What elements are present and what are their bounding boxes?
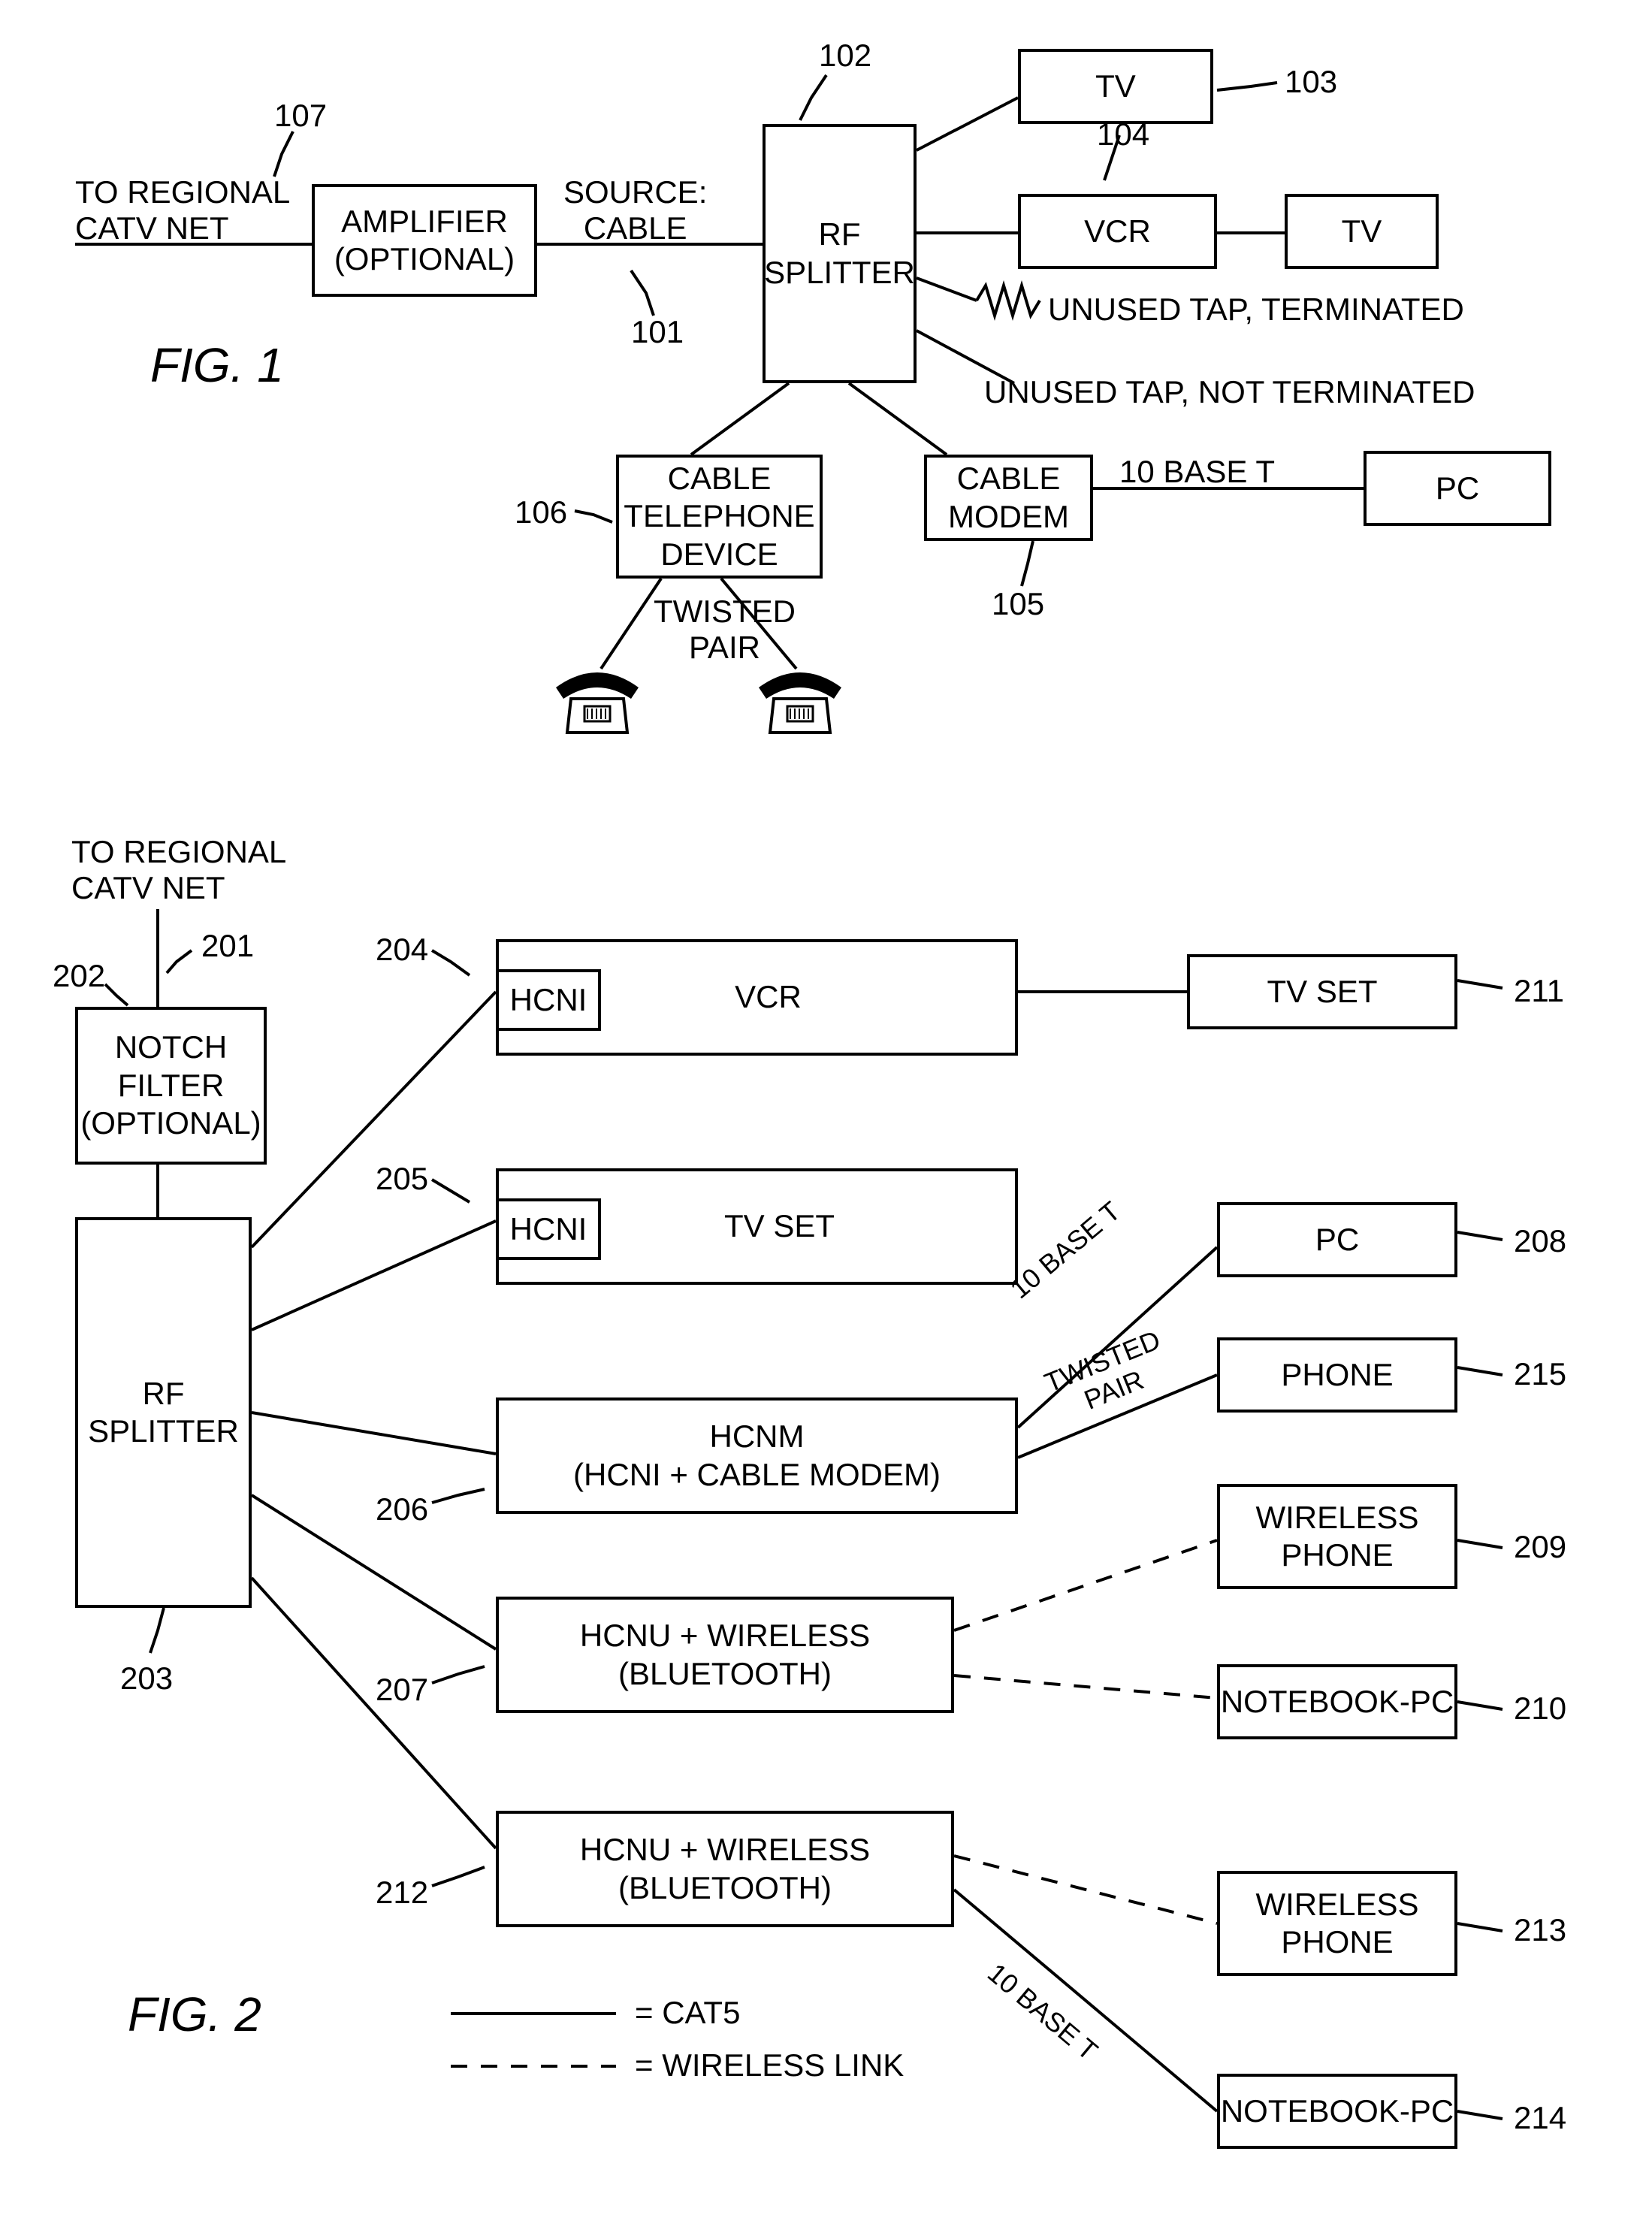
- ref-215: 215: [1514, 1356, 1566, 1392]
- ref-214: 214: [1514, 2100, 1566, 2136]
- ref-102: 102: [819, 38, 871, 74]
- cable-modem-box: CABLE MODEM: [924, 455, 1093, 541]
- amplifier-box: AMPLIFIER (OPTIONAL): [312, 184, 537, 297]
- hcni-box-2: HCNI: [496, 1198, 601, 1260]
- pc-box-2: PC: [1217, 1202, 1457, 1277]
- twisted-pair-label-1: TWISTED PAIR: [654, 594, 796, 666]
- tv-box-1: TV: [1018, 49, 1213, 124]
- tv2-text-1: TV: [1342, 213, 1382, 250]
- ref-202: 202: [53, 958, 105, 994]
- notebook-pc-box-2: NOTEBOOK-PC: [1217, 2074, 1457, 2149]
- notch-filter-box: NOTCH FILTER (OPTIONAL): [75, 1007, 267, 1165]
- hcnu-box-2: HCNU + WIRELESS (BLUETOOTH): [496, 1811, 954, 1927]
- phone-icon: [751, 665, 849, 740]
- pc-text-2: PC: [1315, 1221, 1359, 1258]
- ref-107: 107: [274, 98, 327, 134]
- tv-text-1: TV: [1095, 68, 1136, 105]
- fig1-title: FIG. 1: [150, 338, 284, 394]
- ref-210: 210: [1514, 1691, 1566, 1727]
- cable-tel-device-box: CABLE TELEPHONE DEVICE: [616, 455, 823, 579]
- hcnu-text-1: HCNU + WIRELESS (BLUETOOTH): [580, 1617, 870, 1693]
- cable-tel-device-text: CABLE TELEPHONE DEVICE: [624, 460, 814, 573]
- hcnu-text-2: HCNU + WIRELESS (BLUETOOTH): [580, 1831, 870, 1907]
- rf-splitter-box-1: RF SPLITTER: [763, 124, 917, 383]
- pc-box-1: PC: [1364, 451, 1551, 526]
- wireless-phone-text-1: WIRELESS PHONE: [1255, 1499, 1418, 1575]
- vcr-text-1: VCR: [1084, 213, 1151, 250]
- ref-213: 213: [1514, 1912, 1566, 1948]
- hcni-text-1: HCNI: [510, 981, 587, 1019]
- notch-filter-text: NOTCH FILTER (OPTIONAL): [80, 1029, 261, 1142]
- ref-204: 204: [376, 932, 428, 968]
- rf-splitter-box-2: RF SPLITTER: [75, 1217, 252, 1608]
- rf-splitter-text-2: RF SPLITTER: [88, 1375, 239, 1451]
- ref-212: 212: [376, 1875, 428, 1911]
- legend-wireless: = WIRELESS LINK: [635, 2047, 904, 2083]
- ten-base-t-label-1: 10 BASE T: [1119, 454, 1275, 490]
- pc-text-1: PC: [1436, 470, 1479, 507]
- ref-105: 105: [992, 586, 1044, 622]
- ref-101: 101: [631, 314, 684, 350]
- rf-splitter-text-1: RF SPLITTER: [764, 216, 915, 292]
- tvset-outer-box: HCNI TV SET: [496, 1168, 1018, 1285]
- ref-207: 207: [376, 1672, 428, 1708]
- amplifier-text: AMPLIFIER (OPTIONAL): [334, 203, 515, 279]
- ref-106: 106: [515, 494, 567, 530]
- notebook-pc-text-2: NOTEBOOK-PC: [1221, 2092, 1454, 2130]
- ref-206: 206: [376, 1491, 428, 1527]
- wireless-phone-box-1: WIRELESS PHONE: [1217, 1484, 1457, 1589]
- unused-not-terminated-label: UNUSED TAP, NOT TERMINATED: [984, 374, 1475, 410]
- hcnm-text: HCNM (HCNI + CABLE MODEM): [573, 1418, 941, 1494]
- wireless-phone-text-2: WIRELESS PHONE: [1255, 1886, 1418, 1962]
- hcnm-box: HCNM (HCNI + CABLE MODEM): [496, 1397, 1018, 1514]
- vcr-outer-box: HCNI VCR: [496, 939, 1018, 1056]
- vcr-box-1: VCR: [1018, 194, 1217, 269]
- unused-terminated-label: UNUSED TAP, TERMINATED: [1048, 292, 1464, 328]
- ref-211: 211: [1514, 973, 1564, 1009]
- to-regional-label-2: TO REGIONAL CATV NET: [71, 834, 286, 907]
- notebook-pc-box-1: NOTEBOOK-PC: [1217, 1664, 1457, 1739]
- phone-icon: [548, 665, 646, 740]
- legend-cat5: = CAT5: [635, 1995, 740, 2031]
- ref-103: 103: [1285, 64, 1337, 100]
- ref-209: 209: [1514, 1529, 1566, 1565]
- tvset-text-2: TV SET: [724, 1207, 835, 1245]
- hcni-box-1: HCNI: [496, 969, 601, 1031]
- ref-104: 104: [1097, 116, 1149, 153]
- ref-203: 203: [120, 1660, 173, 1697]
- phone-text: PHONE: [1281, 1356, 1393, 1394]
- phone-box: PHONE: [1217, 1337, 1457, 1413]
- fig2-title: FIG. 2: [128, 1987, 261, 2043]
- ref-201: 201: [201, 928, 254, 964]
- notebook-pc-text-1: NOTEBOOK-PC: [1221, 1683, 1454, 1721]
- hcni-text-2: HCNI: [510, 1210, 587, 1248]
- wireless-phone-box-2: WIRELESS PHONE: [1217, 1871, 1457, 1976]
- tv-set-text-1: TV SET: [1267, 973, 1377, 1011]
- vcr-text-2: VCR: [735, 978, 802, 1016]
- ref-205: 205: [376, 1161, 428, 1197]
- cable-modem-text: CABLE MODEM: [948, 460, 1069, 536]
- hcnu-box-1: HCNU + WIRELESS (BLUETOOTH): [496, 1597, 954, 1713]
- source-cable-label: SOURCE: CABLE: [563, 174, 707, 247]
- to-regional-label-1: TO REGIONAL CATV NET: [75, 174, 290, 247]
- tv2-box-1: TV: [1285, 194, 1439, 269]
- ref-208: 208: [1514, 1223, 1566, 1259]
- tv-set-box-1: TV SET: [1187, 954, 1457, 1029]
